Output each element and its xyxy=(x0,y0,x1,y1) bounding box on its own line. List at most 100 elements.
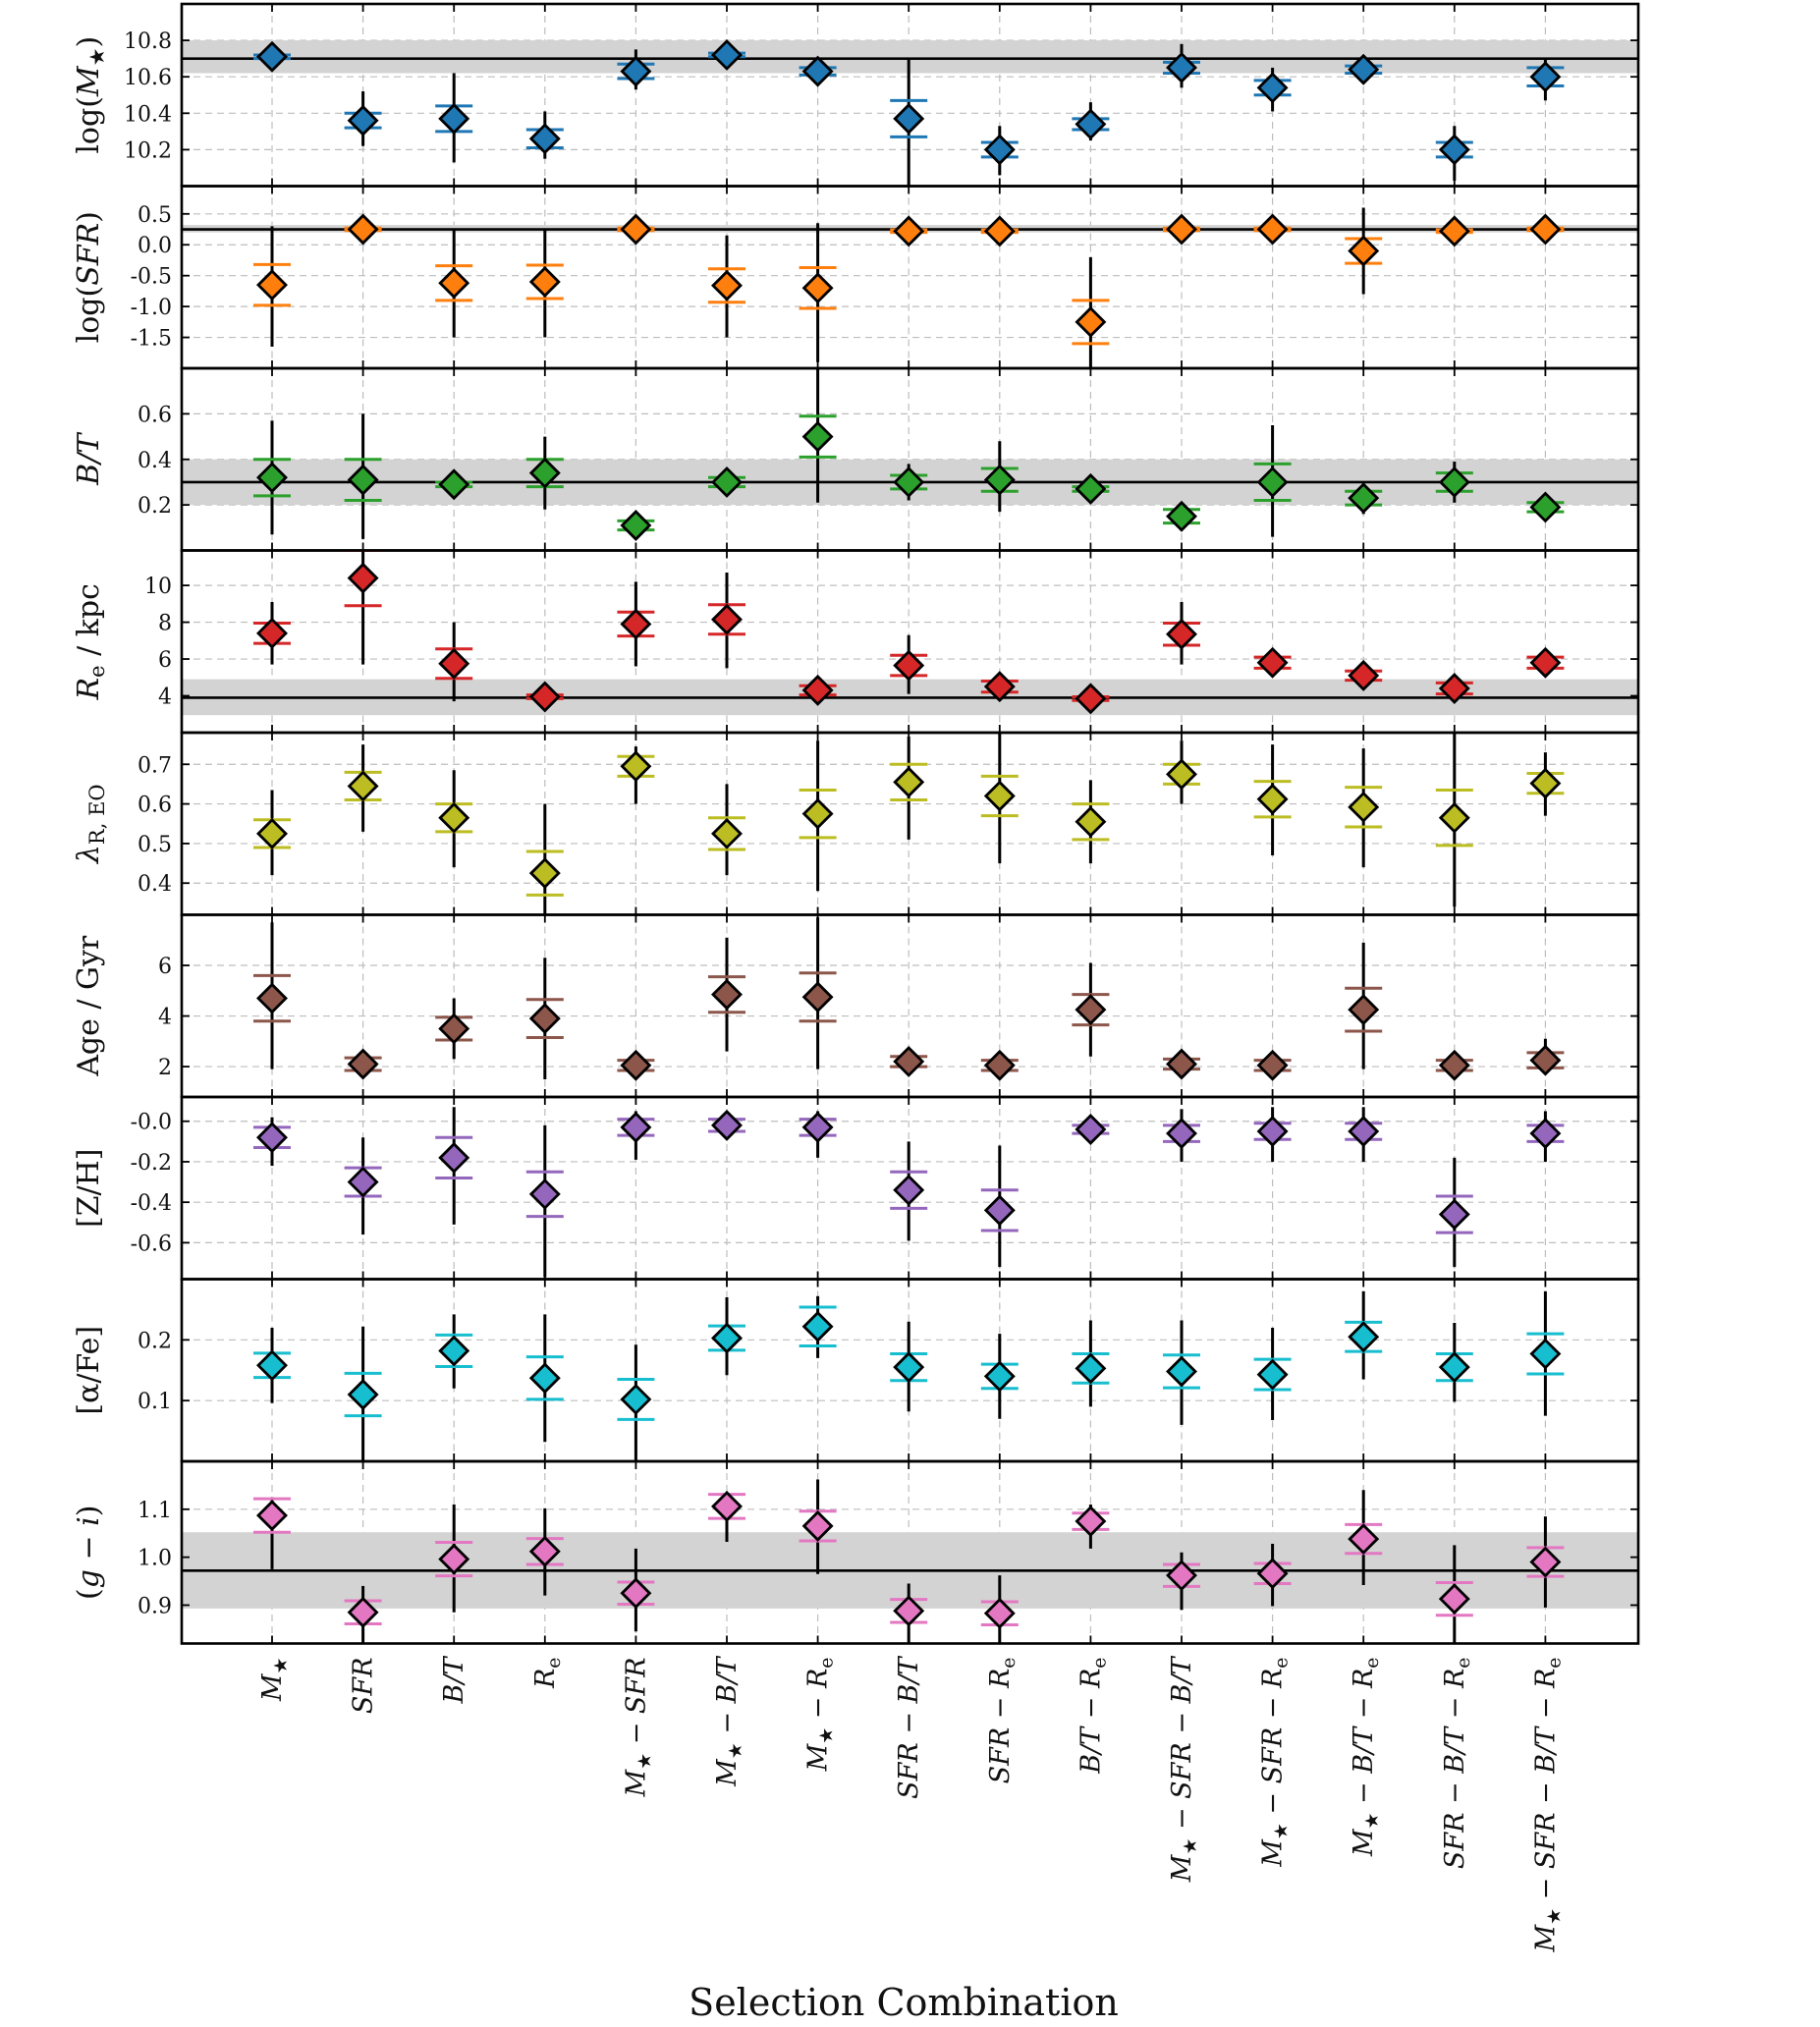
data-point xyxy=(620,213,652,246)
data-point xyxy=(1075,472,1107,505)
y-tick-label: -1.0 xyxy=(131,296,172,320)
x-category-label: SFR − B/T − Re​ xyxy=(1440,1658,1474,1870)
y-tick-label: 0.5 xyxy=(138,833,172,857)
x-category-label: SFR xyxy=(349,1658,379,1715)
panel-plot-area xyxy=(182,733,1638,915)
data-point xyxy=(1529,61,1562,93)
data-point xyxy=(711,269,743,301)
panel-plot-area xyxy=(182,1279,1638,1461)
y-tick-label: -0.4 xyxy=(131,1191,172,1216)
panel-5: 0.4 0.5 0.6 0.7 λR, EO​ xyxy=(72,731,1640,916)
data-point xyxy=(256,817,288,849)
data-point xyxy=(528,1178,561,1210)
y-tick-label: 4 xyxy=(158,1006,172,1030)
data-point xyxy=(801,420,834,453)
data-point xyxy=(1348,791,1380,823)
data-point xyxy=(1348,53,1380,85)
data-point xyxy=(1075,1113,1107,1145)
panel-7: -0.6 -0.4 -0.2 -0.0 [Z/H] xyxy=(72,1095,1640,1281)
x-category-label: M★​ − SFR − B/T − Re​ xyxy=(1530,1658,1565,1953)
y-axis-label: λR, EO​ xyxy=(72,784,109,864)
data-point xyxy=(1529,213,1562,246)
panel-3: 0.2 0.4 0.6 B/T xyxy=(72,366,1640,552)
data-point xyxy=(620,1111,652,1143)
data-point xyxy=(528,123,561,155)
x-category-labels: M★​ SFR B/T Re​ M★​ − SFR M★​ − B/T M★​ − Re​ S… xyxy=(257,1656,1565,1953)
y-tick-label: 6 xyxy=(158,955,172,979)
data-point xyxy=(801,1310,834,1342)
data-point xyxy=(256,1500,288,1532)
data-point xyxy=(1256,1558,1289,1590)
x-category-label: M★​ − SFR − Re​ xyxy=(1258,1658,1293,1868)
data-point xyxy=(347,1596,379,1628)
data-point xyxy=(620,510,652,541)
data-point xyxy=(711,1490,743,1522)
data-point xyxy=(1166,758,1197,791)
panel-2: -1.5 -1.0 -0.5 0.0 0.5 log(SFR) xyxy=(72,185,1640,370)
data-point xyxy=(528,857,561,890)
data-point xyxy=(1438,801,1470,834)
y-axis-label: Age / Gyr xyxy=(72,935,106,1077)
data-point xyxy=(438,468,470,501)
data-point xyxy=(256,269,288,301)
data-point xyxy=(528,265,561,298)
data-point xyxy=(438,1543,470,1575)
data-point xyxy=(620,750,652,783)
data-point xyxy=(1348,235,1380,267)
y-axis-label: Re​ / kpc xyxy=(72,583,109,700)
data-point xyxy=(347,1048,379,1080)
data-point xyxy=(1438,1583,1470,1616)
x-category-label: M★​ xyxy=(257,1658,292,1703)
data-point xyxy=(893,649,925,682)
data-point xyxy=(1166,51,1197,83)
y-tick-label: 10 xyxy=(144,575,172,599)
data-point xyxy=(711,466,743,498)
data-point xyxy=(1348,1523,1380,1556)
data-point xyxy=(438,1141,470,1174)
data-point xyxy=(1348,482,1380,515)
data-point xyxy=(347,770,379,802)
data-point xyxy=(438,801,470,834)
x-category-label: SFR − Re​ xyxy=(985,1658,1020,1784)
data-point xyxy=(801,272,834,304)
y-tick-label: 8 xyxy=(158,612,172,636)
panel-plot-area xyxy=(182,368,1638,551)
y-tick-label: 1.0 xyxy=(138,1547,172,1571)
data-point xyxy=(620,1049,652,1081)
data-point xyxy=(347,464,379,496)
data-point xyxy=(801,1509,834,1542)
data-point xyxy=(1256,466,1289,498)
data-point xyxy=(1348,994,1380,1026)
data-point xyxy=(1529,1044,1562,1076)
data-point xyxy=(983,1360,1016,1393)
data-point xyxy=(983,1049,1016,1081)
data-point xyxy=(438,647,470,680)
y-tick-label: 10.8 xyxy=(124,29,172,54)
data-point xyxy=(1256,213,1289,246)
data-point xyxy=(256,1122,288,1154)
panel-plot-area xyxy=(182,4,1638,187)
x-category-label: Re​ xyxy=(530,1658,565,1690)
data-point xyxy=(1075,805,1107,838)
data-point xyxy=(983,780,1016,812)
data-point xyxy=(1166,1048,1197,1080)
data-point xyxy=(1256,783,1289,815)
x-category-label: B/T − Re​ xyxy=(1075,1658,1110,1775)
data-point xyxy=(347,562,379,594)
y-tick-label: 1.1 xyxy=(138,1499,172,1523)
y-tick-label: 0.6 xyxy=(138,403,172,427)
data-point xyxy=(347,213,379,246)
data-point xyxy=(1256,646,1289,679)
panel-4: 4 6 8 10 Re​ / kpc xyxy=(72,549,1640,735)
data-point xyxy=(1075,683,1107,715)
data-point xyxy=(256,617,288,649)
y-tick-label: -0.0 xyxy=(131,1111,172,1135)
panel-6: 2 4 6 Age / Gyr xyxy=(72,913,1640,1099)
data-point xyxy=(1438,215,1470,247)
data-point xyxy=(1348,1116,1380,1148)
data-point xyxy=(620,1383,652,1415)
data-point xyxy=(1529,1118,1562,1150)
y-tick-label: 6 xyxy=(158,648,172,673)
data-point xyxy=(1348,659,1380,691)
data-point xyxy=(711,978,743,1011)
